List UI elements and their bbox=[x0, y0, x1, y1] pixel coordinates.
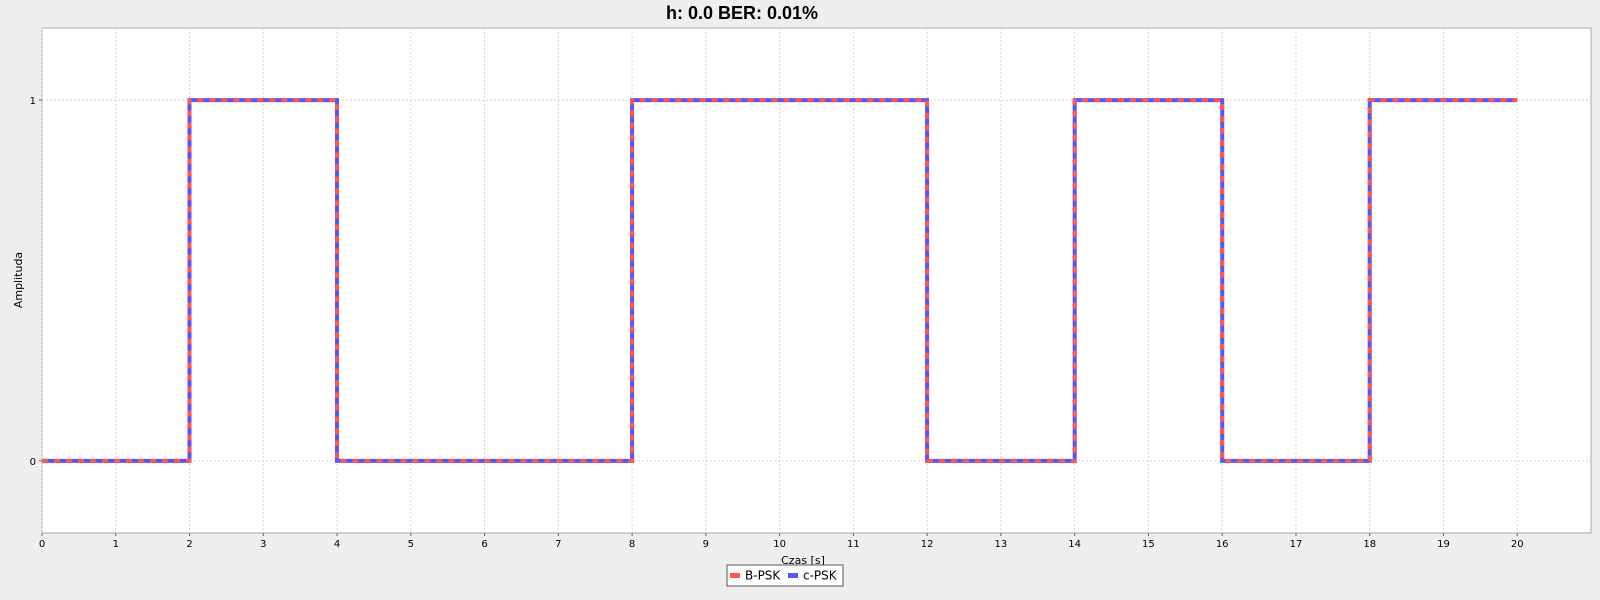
series-group bbox=[42, 98, 1518, 463]
x-tick-label: 8 bbox=[629, 539, 635, 550]
x-tick-label: 18 bbox=[1363, 539, 1376, 550]
x-tick-label: 19 bbox=[1437, 539, 1450, 550]
x-tick-label: 3 bbox=[260, 539, 266, 550]
x-tick-label: 17 bbox=[1290, 539, 1303, 550]
x-tick-label: 11 bbox=[847, 539, 860, 550]
legend-box bbox=[726, 564, 844, 587]
chart-title: h: 0.0 BER: 0.01% bbox=[666, 3, 818, 23]
y-tick-label: 1 bbox=[30, 96, 36, 107]
legend-swatch-b-psk bbox=[730, 573, 740, 578]
x-tick-label: 10 bbox=[773, 539, 786, 550]
x-tick-label: 9 bbox=[703, 539, 709, 550]
x-tick-label: 1 bbox=[113, 539, 119, 550]
x-tick-label: 20 bbox=[1511, 539, 1524, 550]
x-tick-label: 7 bbox=[555, 539, 561, 550]
x-tick-label: 16 bbox=[1216, 539, 1229, 550]
legend-label-b-psk: B-PSK bbox=[745, 569, 781, 583]
series-line-c-psk bbox=[42, 98, 1518, 463]
x-tick-label: 12 bbox=[921, 539, 934, 550]
x-tick-label: 2 bbox=[186, 539, 192, 550]
x-tick-label: 6 bbox=[481, 539, 487, 550]
x-tick-label: 14 bbox=[1068, 539, 1081, 550]
legend-label-c-psk: c-PSK bbox=[803, 569, 838, 583]
y-axis-label: Amplituda bbox=[12, 252, 25, 308]
x-tick-label: 15 bbox=[1142, 539, 1155, 550]
x-tick-label: 13 bbox=[995, 539, 1008, 550]
plot-area bbox=[41, 27, 1592, 534]
x-axis-label: Czas [s] bbox=[781, 554, 825, 567]
x-tick-label: 4 bbox=[334, 539, 340, 550]
legend-swatch-c-psk bbox=[788, 573, 798, 578]
x-tick-label: 0 bbox=[39, 539, 45, 550]
x-tick-label: 5 bbox=[408, 539, 414, 550]
legend: B-PSK c-PSK bbox=[726, 564, 844, 587]
y-tick-label: 0 bbox=[30, 457, 36, 468]
